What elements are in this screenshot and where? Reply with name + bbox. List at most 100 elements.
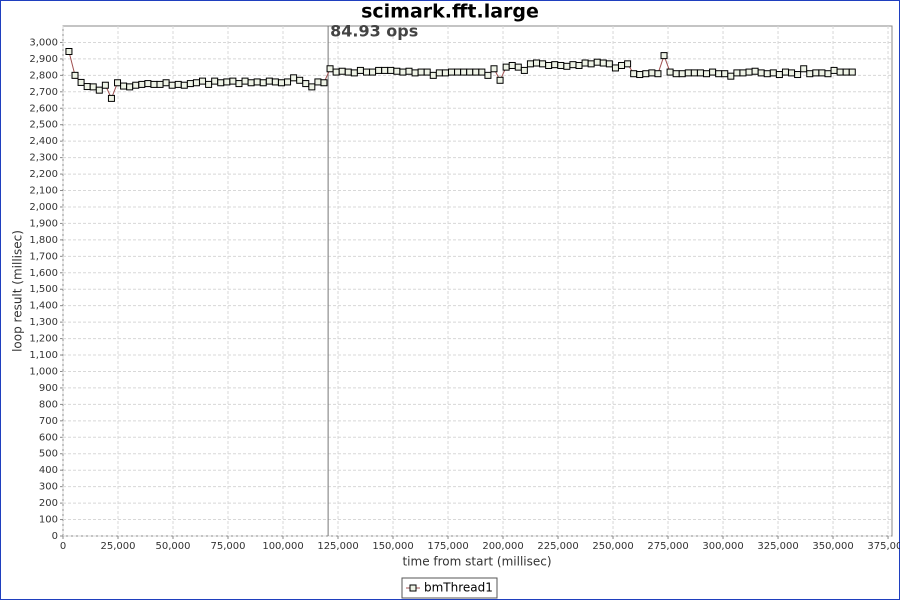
y-tick-label: 700 (39, 416, 58, 427)
point-marker (478, 68, 486, 76)
point-marker (162, 79, 170, 87)
x-axis-label: time from start (millisec) (402, 555, 551, 569)
point-marker (150, 80, 158, 88)
plot-area (62, 25, 893, 537)
y-tick-label: 1,800 (29, 235, 58, 246)
point-marker (636, 71, 644, 79)
point-marker (581, 59, 589, 67)
y-tick-label: 1,500 (29, 284, 58, 295)
x-tick-label: 375,000 (867, 541, 900, 552)
point-marker (174, 80, 182, 88)
point-marker (344, 68, 352, 76)
point-marker (356, 66, 364, 74)
y-tick-label: 2,900 (29, 54, 58, 65)
point-marker (405, 67, 413, 75)
point-marker (563, 62, 571, 70)
point-marker (205, 80, 213, 88)
point-marker (186, 80, 194, 88)
x-tick-label: 225,000 (537, 541, 578, 552)
point-marker (393, 67, 401, 75)
point-marker (144, 80, 152, 88)
point-marker (168, 81, 176, 89)
y-axis-label: loop result (millisec) (11, 230, 25, 352)
point-marker (703, 70, 711, 78)
chart-title: scimark.fft.large (361, 1, 539, 23)
point-marker (447, 68, 455, 76)
point-marker (569, 61, 577, 69)
point-marker (314, 78, 322, 86)
point-marker (666, 68, 674, 76)
y-tick-label: 2,000 (29, 202, 58, 213)
point-marker (593, 58, 601, 66)
y-tick-label: 2,300 (29, 153, 58, 164)
y-tick-label: 2,500 (29, 120, 58, 131)
y-tick-label: 1,200 (29, 334, 58, 345)
point-marker (192, 79, 200, 87)
point-marker (684, 69, 692, 77)
legend-box (401, 577, 498, 599)
point-marker (696, 69, 704, 77)
point-marker (842, 68, 850, 76)
point-marker (241, 77, 249, 85)
point-marker (624, 60, 632, 68)
point-marker (630, 70, 638, 78)
y-tick-label: 0 (52, 531, 58, 542)
point-marker (107, 94, 115, 102)
point-marker (472, 68, 480, 76)
point-marker (757, 69, 765, 77)
point-marker (308, 83, 316, 91)
legend-marker (409, 584, 417, 592)
point-marker (751, 67, 759, 75)
x-tick-label: 50,000 (156, 541, 191, 552)
point-marker (265, 77, 273, 85)
point-marker (180, 81, 188, 89)
y-tick-label: 1,600 (29, 268, 58, 279)
point-marker (83, 83, 91, 91)
y-tick-label: 1,300 (29, 317, 58, 328)
y-tick-label: 200 (39, 498, 58, 509)
point-marker (806, 70, 814, 78)
point-marker (101, 81, 109, 89)
point-marker (326, 65, 334, 73)
point-marker (466, 68, 474, 76)
point-marker (836, 68, 844, 76)
point-marker (575, 61, 583, 69)
point-marker (715, 70, 723, 78)
point-marker (818, 69, 826, 77)
point-marker (381, 66, 389, 74)
point-marker (217, 79, 225, 87)
point-marker (709, 68, 717, 76)
point-marker (320, 79, 328, 87)
point-marker (496, 76, 504, 84)
point-marker (460, 68, 468, 76)
point-marker (271, 78, 279, 86)
y-tick-label: 1,400 (29, 301, 58, 312)
y-tick-label: 2,100 (29, 186, 58, 197)
y-tick-label: 500 (39, 449, 58, 460)
x-tick-label: 250,000 (592, 541, 633, 552)
legend-label: bmThread1 (424, 581, 493, 595)
y-tick-label: 2,700 (29, 87, 58, 98)
x-tick-label: 0 (60, 541, 66, 552)
point-marker (551, 61, 559, 69)
point-marker (642, 70, 650, 78)
point-marker (648, 69, 656, 77)
y-tick-label: 1,000 (29, 366, 58, 377)
point-marker (605, 60, 613, 68)
point-marker (247, 79, 255, 87)
legend: bmThread1 (401, 577, 498, 599)
point-marker (763, 70, 771, 78)
point-marker (429, 71, 437, 79)
point-marker (199, 77, 207, 85)
x-tick-label: 75,000 (211, 541, 246, 552)
point-marker (411, 69, 419, 77)
point-marker (824, 70, 832, 78)
point-marker (138, 80, 146, 88)
y-tick-label: 800 (39, 399, 58, 410)
point-marker (350, 69, 358, 77)
point-marker (114, 79, 122, 87)
y-tick-label: 1,900 (29, 218, 58, 229)
point-marker (611, 64, 619, 72)
